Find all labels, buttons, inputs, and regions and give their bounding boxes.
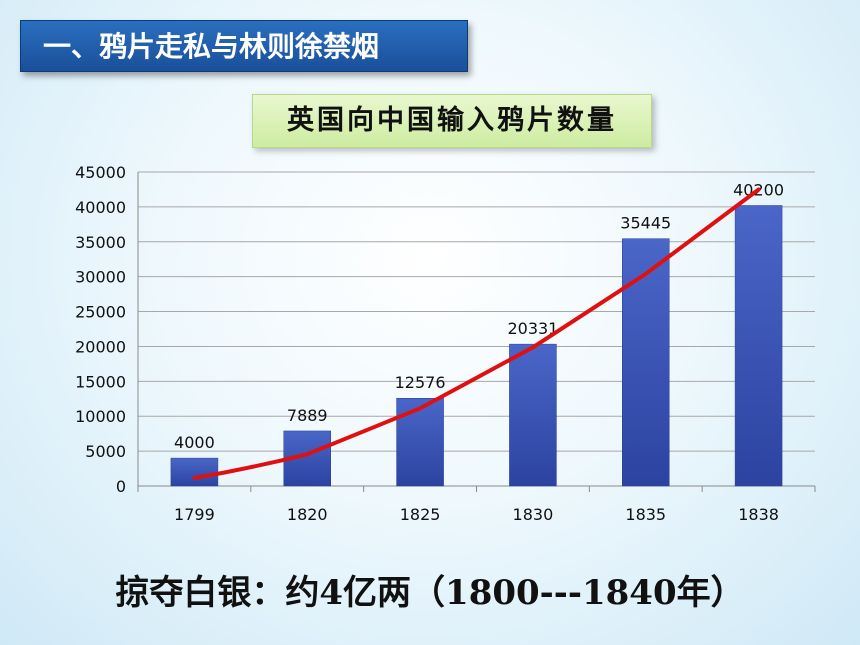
y-tick-label: 25000 <box>75 303 126 322</box>
bar <box>509 343 557 487</box>
caption: 掠夺白银：约4亿两（1800---1840年） <box>115 573 745 613</box>
x-tick-label: 1838 <box>738 505 779 524</box>
data-label: 12576 <box>395 373 446 392</box>
y-tick-label: 15000 <box>75 372 126 391</box>
trendline <box>192 187 761 481</box>
y-tick-label: 40000 <box>75 198 126 217</box>
x-tick-label: 1835 <box>625 505 666 524</box>
y-tick-label: 20000 <box>75 337 126 356</box>
x-tick-label: 1799 <box>174 505 215 524</box>
bar <box>622 238 670 487</box>
y-tick-label: 35000 <box>75 233 126 252</box>
data-label: 4000 <box>174 433 215 452</box>
y-tick-label: 5000 <box>85 442 126 461</box>
x-tick-label: 1825 <box>400 505 441 524</box>
data-label: 7889 <box>287 406 328 425</box>
data-label: 35445 <box>620 214 671 233</box>
chart-title: 英国向中国输入鸦片数量 <box>252 94 652 148</box>
bar <box>170 457 219 487</box>
slide-title: 一、鸦片走私与林则徐禁烟 <box>20 20 468 72</box>
bar <box>396 397 444 487</box>
y-tick-label: 45000 <box>75 163 126 182</box>
x-tick-label: 1830 <box>513 505 554 524</box>
y-tick-label: 10000 <box>75 407 126 426</box>
y-tick-label: 30000 <box>75 268 126 287</box>
y-tick-label: 0 <box>116 477 126 496</box>
data-label: 20331 <box>507 319 558 338</box>
bar <box>734 205 783 487</box>
x-tick-label: 1820 <box>287 505 328 524</box>
